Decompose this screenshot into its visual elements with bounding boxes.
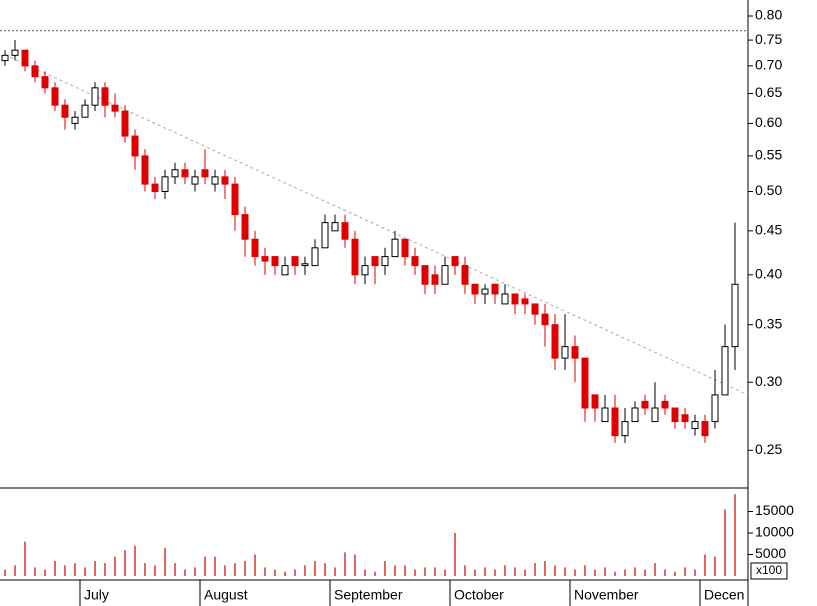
y-tick-label: 0.70: [755, 57, 782, 73]
candle-body: [591, 394, 599, 409]
candle-body: [101, 87, 109, 106]
candle-body: [621, 421, 629, 437]
y-tick-label: 0.25: [755, 441, 782, 457]
candle-body: [471, 283, 479, 295]
candle-body: [421, 265, 429, 285]
candle-body: [231, 183, 239, 216]
candle-body: [651, 407, 659, 423]
x-tick-label: August: [204, 587, 248, 603]
candle-body: [571, 346, 579, 359]
y-tick-label: 0.40: [755, 266, 782, 282]
candle-body: [391, 238, 399, 258]
x-tick-label: September: [334, 587, 403, 603]
y-tick-label: 0.65: [755, 84, 782, 100]
candle-body: [301, 263, 309, 267]
x-tick-label: July: [84, 587, 109, 603]
candle-body: [691, 421, 699, 430]
candle-body: [21, 49, 29, 67]
trendline: [4, 54, 749, 396]
candle-body: [561, 346, 569, 359]
y-tick-label: 0.60: [755, 114, 782, 130]
candle-body: [581, 357, 589, 409]
candle-body: [181, 169, 189, 178]
candle-body: [1, 54, 9, 62]
y-tick-label: 0.45: [755, 222, 782, 238]
candle-body: [671, 407, 679, 423]
y-tick-label: 10000: [755, 524, 794, 540]
candle-body: [551, 324, 559, 359]
candle-body: [111, 104, 119, 112]
y-tick-label: 0.50: [755, 182, 782, 198]
candle-body: [291, 256, 299, 267]
candle-body: [201, 169, 209, 178]
candle-body: [481, 288, 489, 295]
candle-body: [711, 394, 719, 423]
candle-body: [161, 176, 169, 192]
candle-body: [81, 104, 89, 118]
candle-body: [411, 256, 419, 267]
candle-body: [511, 293, 519, 305]
y-tick-label: 0.35: [755, 315, 782, 331]
candle-body: [171, 169, 179, 178]
candle-body: [271, 256, 279, 267]
candle-body: [71, 116, 79, 124]
y-tick-label: 0.30: [755, 373, 782, 389]
candle-body: [601, 407, 609, 423]
candle-body: [351, 238, 359, 276]
candle-body: [261, 256, 269, 262]
candle-body: [41, 76, 49, 89]
y-tick-label: 0.80: [755, 7, 782, 23]
candle-body: [191, 176, 199, 185]
candle-body: [661, 400, 669, 409]
y-tick-label: 0.75: [755, 31, 782, 47]
candle-body: [281, 265, 289, 276]
candle-body: [251, 238, 259, 258]
candle-body: [611, 407, 619, 437]
x-tick-label: October: [454, 587, 504, 603]
candle-body: [461, 265, 469, 285]
candle-body: [321, 222, 329, 249]
candle-body: [501, 293, 509, 305]
candle-body: [721, 346, 729, 396]
candle-body: [631, 407, 639, 423]
y-tick-label: 5000: [755, 545, 786, 561]
candle-body: [431, 274, 439, 285]
candle-body: [701, 421, 709, 437]
candle-body: [521, 298, 529, 305]
candle-body: [441, 265, 449, 285]
candle-body: [491, 283, 499, 295]
candle-body: [241, 214, 249, 240]
candle-body: [311, 247, 319, 267]
unit-box: [750, 562, 788, 580]
candle-body: [211, 176, 219, 185]
candle-body: [331, 222, 339, 232]
candle-body: [131, 135, 139, 157]
candle-body: [31, 65, 39, 78]
candle-body: [541, 313, 549, 326]
candle-body: [121, 110, 129, 137]
candle-body: [681, 414, 689, 423]
candle-body: [11, 49, 19, 56]
candle-body: [61, 104, 69, 118]
candle-body: [361, 265, 369, 276]
y-tick-label: 0.55: [755, 147, 782, 163]
x-tick-label: November: [574, 587, 639, 603]
volume-unit: x100: [756, 563, 782, 577]
candle-body: [221, 176, 229, 185]
candle-body: [381, 256, 389, 267]
candle-body: [51, 87, 59, 106]
candle-body: [91, 87, 99, 106]
y-tick-label: 15000: [755, 502, 794, 518]
candle-body: [731, 283, 739, 348]
candle-body: [531, 303, 539, 315]
candle-body: [451, 256, 459, 267]
candle-body: [151, 183, 159, 192]
x-tick-label: Decen: [704, 587, 744, 603]
candle-body: [341, 222, 349, 240]
candle-body: [141, 155, 149, 185]
candle-body: [641, 400, 649, 409]
candle-body: [401, 238, 409, 258]
candle-body: [371, 256, 379, 267]
